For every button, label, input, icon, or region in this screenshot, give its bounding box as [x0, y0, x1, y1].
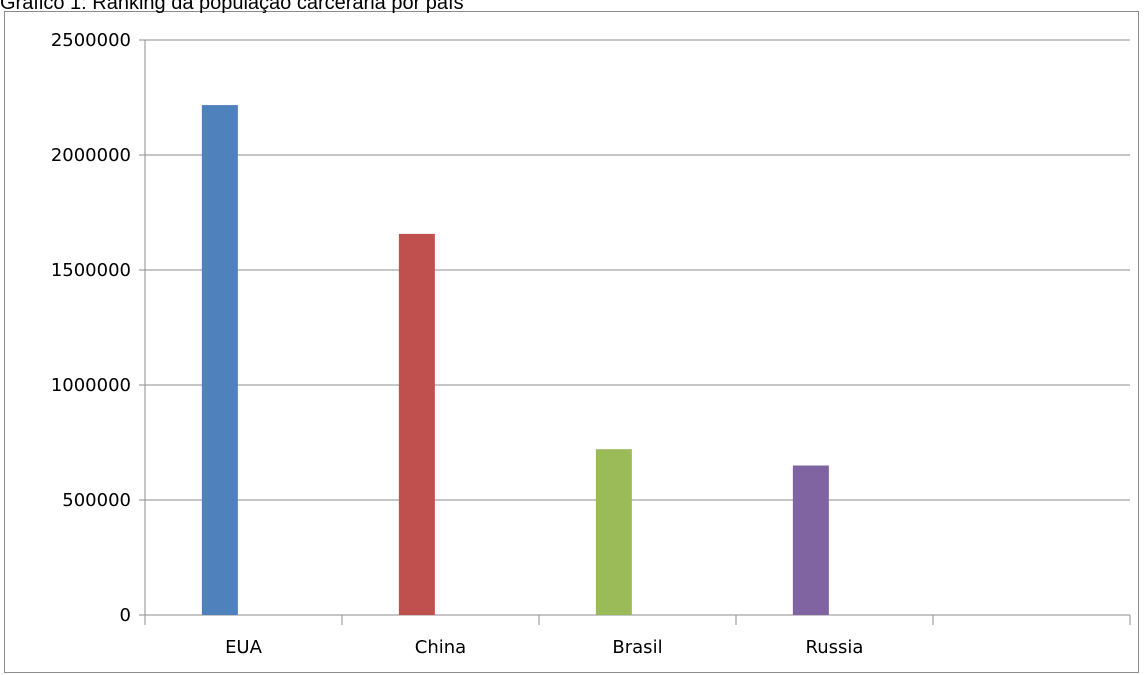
- x-tick-label: China: [415, 637, 466, 658]
- y-tick-labels: 0 500000 1000000 1500000 2000000 2500000: [51, 30, 131, 626]
- y-tick-label: 0: [120, 605, 131, 626]
- axes: [144, 40, 1130, 616]
- bar-brasil: [595, 449, 632, 615]
- x-tick-label: Brasil: [612, 637, 662, 658]
- bar-china: [398, 233, 435, 615]
- x-tick-labels: EUA China Brasil Russia: [225, 637, 863, 658]
- x-tick-label: EUA: [225, 637, 263, 658]
- y-tick-label: 2500000: [51, 30, 131, 51]
- bars: [201, 105, 829, 615]
- y-tick-label: 500000: [62, 490, 131, 511]
- gridlines: [139, 39, 1131, 625]
- x-tick-label: Russia: [806, 637, 864, 658]
- y-tick-label: 2000000: [51, 145, 131, 166]
- bar-russia: [792, 465, 829, 615]
- figure-caption: Gráfico 1: Ranking da população carcerár…: [0, 0, 464, 14]
- bar-eua: [201, 105, 238, 615]
- chart-frame: [4, 11, 1139, 673]
- y-tick-label: 1500000: [51, 260, 131, 281]
- y-tick-label: 1000000: [51, 375, 131, 396]
